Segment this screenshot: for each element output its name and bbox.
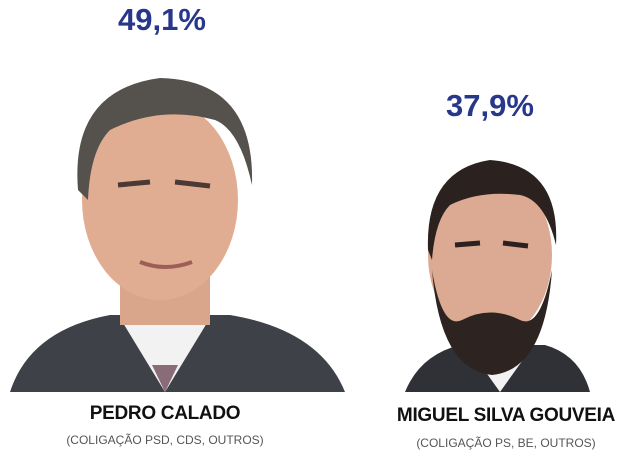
photo-right	[405, 160, 590, 392]
candidate-name: MIGUEL SILVA GOUVEIA	[396, 405, 616, 426]
photo-left	[10, 78, 345, 392]
candidate-name: PEDRO CALADO	[89, 403, 241, 424]
coalition: (COLIGAÇÃO PS, BE, OUTROS)	[416, 436, 596, 450]
coalition: (COLIGAÇÃO PSD, CDS, OUTROS)	[66, 433, 264, 447]
percentage: 37,9%	[446, 88, 534, 123]
percentage: 49,1%	[118, 2, 206, 37]
